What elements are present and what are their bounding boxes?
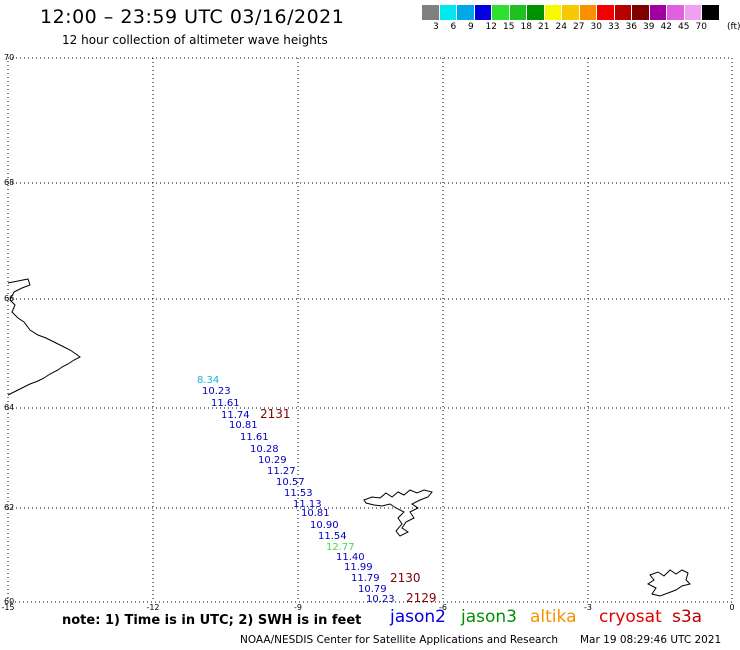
colorbar-tick-label: 39 xyxy=(643,22,655,32)
wave-height-label: 10.28 xyxy=(250,444,279,455)
footer-note: note: 1) Time is in UTC; 2) SWH is in fe… xyxy=(62,613,362,628)
wave-height-label: 10.81 xyxy=(301,508,330,519)
colorbar-swatch xyxy=(492,5,510,20)
wave-height-label: 11.54 xyxy=(318,531,347,542)
wave-height-label: 11.13 xyxy=(293,499,322,510)
wave-height-label: 12.77 xyxy=(326,542,355,553)
map-title: 12:00 – 23:59 UTC 03/16/2021 xyxy=(40,6,345,28)
legend-s3a: s3a xyxy=(672,607,703,627)
colorbar-tick-label: 24 xyxy=(555,22,567,32)
colorbar-swatch xyxy=(544,5,562,20)
colorbar-swatch xyxy=(667,5,685,20)
colorbar xyxy=(422,5,720,20)
wave-height-label: 11.99 xyxy=(344,562,373,573)
colorbar-tick-label: 21 xyxy=(538,22,550,32)
wave-height-label: 10.23 xyxy=(202,386,231,397)
colorbar-swatch xyxy=(614,5,632,20)
colorbar-tick-label: 45 xyxy=(678,22,690,32)
colorbar-tick-label: 12 xyxy=(485,22,497,32)
wave-height-label: 10.79 xyxy=(358,584,387,595)
colorbar-swatch xyxy=(439,5,457,20)
wave-height-label: 11.74 xyxy=(221,410,250,421)
colorbar-tick-label: 70 xyxy=(695,22,707,32)
wave-height-label: 10.81 xyxy=(229,420,258,431)
legend-jason2: jason2 xyxy=(390,607,446,627)
wave-height-label: 11.27 xyxy=(267,466,296,477)
wave-height-label: 10.23 xyxy=(366,594,395,605)
credit-line: NOAA/NESDIS Center for Satellite Applica… xyxy=(240,634,558,646)
colorbar-tick-label: 9 xyxy=(468,22,474,32)
colorbar-labels: 3 6 9 12 15 18 21 24 27 30 33 36 39 42 45 70 (ft) xyxy=(422,22,740,34)
colorbar-swatch xyxy=(632,5,650,20)
colorbar-tick-label: 30 xyxy=(590,22,602,32)
colorbar-swatch xyxy=(702,5,720,20)
lat-tick-label: 68 xyxy=(4,178,14,187)
wave-height-label: 11.40 xyxy=(336,552,365,563)
iceland-coastline xyxy=(7,278,81,396)
generated-timestamp: Mar 19 08:29:46 UTC 2021 xyxy=(580,634,722,646)
faroe-islands-coastline xyxy=(363,489,433,537)
lon-tick-label: -3 xyxy=(584,603,592,612)
colorbar-tick-label: 6 xyxy=(450,22,457,32)
lon-tick-label: 0 xyxy=(729,603,734,612)
colorbar-tick-label: 33 xyxy=(608,22,620,32)
wave-height-label: 8.34 xyxy=(197,375,219,386)
lon-tick-label: -9 xyxy=(294,603,302,612)
colorbar-swatch xyxy=(457,5,475,20)
lon-tick-label: -6 xyxy=(439,603,447,612)
wave-height-label: 11.61 xyxy=(211,398,240,409)
legend-cryosat: cryosat xyxy=(599,607,662,627)
colorbar-tick-label: 15 xyxy=(503,22,515,32)
colorbar-swatch xyxy=(597,5,615,20)
map-subtitle: 12 hour collection of altimeter wave hei… xyxy=(62,33,328,47)
legend-jason3: jason3 xyxy=(461,607,517,627)
lon-tick-label: -15 xyxy=(1,603,14,612)
lat-tick-label: 66 xyxy=(4,294,14,303)
wave-height-label: 11.61 xyxy=(240,432,269,443)
pass-number-label: 2131 xyxy=(260,407,291,421)
lat-tick-label: 70 xyxy=(4,53,14,62)
wave-height-label: 11.53 xyxy=(284,488,313,499)
colorbar-swatch xyxy=(684,5,702,20)
lon-tick-label: -12 xyxy=(146,603,159,612)
colorbar-swatch xyxy=(649,5,667,20)
lat-tick-label: 60 xyxy=(4,597,14,606)
wave-height-label: 10.57 xyxy=(276,477,305,488)
legend-altika: altika xyxy=(530,607,577,627)
map-border xyxy=(7,57,733,603)
shetland-coastline xyxy=(647,569,691,597)
lat-tick-label: 62 xyxy=(4,503,14,512)
colorbar-tick-label: 42 xyxy=(660,22,672,32)
colorbar-swatch xyxy=(474,5,492,20)
wave-height-label: 10.29 xyxy=(258,455,287,466)
lat-tick-label: 64 xyxy=(4,403,14,412)
colorbar-unit: (ft) xyxy=(727,22,740,32)
colorbar-swatch xyxy=(562,5,580,20)
colorbar-tick-label: 3 xyxy=(433,22,439,32)
colorbar-swatch xyxy=(527,5,545,20)
colorbar-swatch xyxy=(579,5,597,20)
colorbar-tick-label: 27 xyxy=(573,22,585,32)
colorbar-tick-label: 36 xyxy=(625,22,637,32)
colorbar-swatch xyxy=(422,5,440,20)
colorbar-tick-label: 18 xyxy=(520,22,532,32)
wave-height-label: 10.90 xyxy=(310,520,339,531)
pass-number-label: 2130 xyxy=(390,571,421,585)
pass-number-label: 2129 xyxy=(406,591,437,605)
wave-height-label: 11.79 xyxy=(351,573,380,584)
colorbar-swatch xyxy=(509,5,527,20)
